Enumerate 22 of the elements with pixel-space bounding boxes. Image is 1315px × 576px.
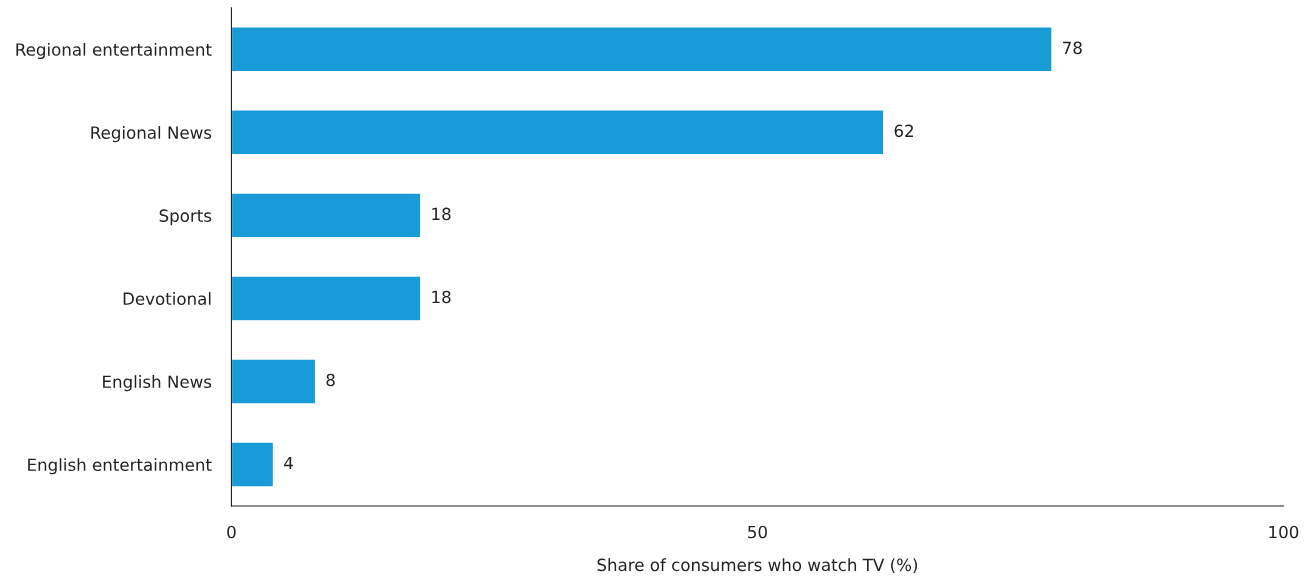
data-label: 62 [894, 124, 913, 138]
bar [231, 192, 422, 239]
bar [231, 441, 275, 488]
y-tick-label: English entertainment [28, 458, 212, 475]
y-tick-label: English News [103, 375, 212, 392]
bar [231, 358, 317, 405]
x-tick-label: 100 [1269, 525, 1299, 539]
y-tick-label: Devotional [123, 292, 211, 305]
data-label: 78 [1063, 41, 1082, 55]
x-axis-title: Share of consumers who watch TV (%) [597, 558, 918, 574]
bar [231, 275, 422, 322]
data-label: 18 [432, 290, 451, 304]
y-tick-label: Sports [159, 209, 212, 226]
bar [231, 109, 885, 156]
data-label: 4 [284, 456, 293, 470]
data-label: 18 [432, 207, 451, 221]
x-tick-label: 0 [227, 525, 236, 539]
bar [231, 26, 1053, 73]
x-tick-label: 50 [748, 525, 767, 539]
data-label: 8 [326, 373, 335, 387]
y-tick-label: Regional entertainment [16, 42, 212, 60]
y-tick-label: Regional News [91, 126, 212, 143]
